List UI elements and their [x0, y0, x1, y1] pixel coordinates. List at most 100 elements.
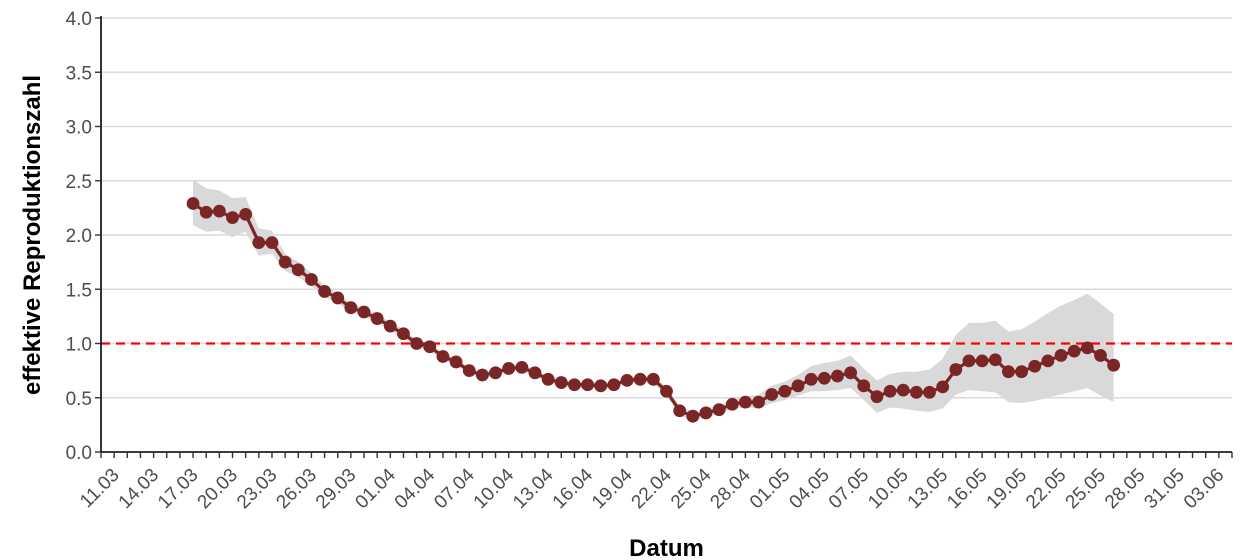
data-point	[883, 384, 897, 398]
y-axis-title: effektive Reproduktionszahl	[19, 75, 46, 395]
data-point	[620, 373, 634, 387]
data-point	[712, 403, 726, 417]
x-tick-label: 01.05	[746, 465, 794, 513]
y-tick-label: 2.0	[66, 226, 92, 247]
data-point	[896, 383, 910, 397]
data-point	[909, 385, 923, 399]
data-point	[528, 366, 542, 380]
data-point	[212, 204, 226, 218]
x-tick-label: 22.04	[628, 464, 677, 513]
x-tick-label: 03.06	[1180, 465, 1228, 513]
confidence-band	[193, 179, 1114, 421]
data-point	[660, 384, 673, 398]
data-point	[357, 305, 371, 319]
x-tick-label: 31.05	[1140, 465, 1188, 513]
y-tick-label: 1.5	[66, 280, 92, 301]
data-point	[831, 369, 844, 383]
x-tick-label: 25.05	[1062, 465, 1110, 513]
x-tick-label: 25.04	[667, 464, 716, 513]
y-tick-label: 2.5	[66, 172, 92, 193]
data-point	[791, 379, 805, 393]
x-tick-label: 28.04	[706, 464, 755, 513]
data-point	[265, 236, 279, 249]
data-point	[502, 362, 516, 375]
data-point	[410, 337, 424, 350]
data-point	[554, 376, 568, 389]
data-point	[489, 366, 502, 380]
data-point	[962, 354, 976, 368]
data-point	[923, 385, 936, 399]
x-tick-label: 04.04	[391, 464, 440, 513]
data-point	[844, 366, 858, 380]
data-point	[226, 211, 239, 225]
x-tick-label: 10.05	[864, 465, 912, 513]
data-point	[462, 364, 476, 378]
x-tick-label: 07.05	[825, 465, 873, 513]
y-tick-label: 3.0	[66, 118, 92, 139]
data-point	[1028, 359, 1042, 373]
data-point	[370, 312, 384, 325]
data-point	[1107, 358, 1121, 372]
data-point	[936, 380, 950, 394]
data-point	[594, 379, 608, 393]
data-points	[186, 197, 1121, 423]
data-point	[1041, 354, 1055, 368]
data-point	[1054, 349, 1068, 362]
data-point	[686, 409, 700, 423]
data-point	[1080, 341, 1094, 355]
x-tick-label: 26.03	[272, 465, 320, 513]
y-tick-label: 3.5	[66, 63, 92, 84]
data-point	[305, 273, 318, 286]
y-tick-label: 0.5	[66, 389, 92, 410]
data-point	[765, 388, 779, 401]
data-point	[581, 378, 594, 392]
data-point	[199, 205, 213, 219]
data-point	[397, 327, 410, 341]
data-point	[607, 378, 621, 392]
x-tick-label: 19.04	[588, 464, 637, 513]
x-tick-label: 13.04	[509, 464, 558, 513]
data-point	[186, 197, 200, 210]
data-point	[646, 372, 660, 386]
data-point	[857, 379, 871, 393]
data-point	[344, 301, 358, 315]
data-point	[1067, 344, 1081, 358]
data-point	[541, 372, 555, 386]
x-tick-label: 19.05	[983, 465, 1031, 513]
data-point	[331, 291, 345, 305]
x-ticks: 11.0314.0317.0320.0323.0326.0329.0301.04…	[76, 452, 1233, 513]
data-point	[633, 372, 647, 386]
data-point	[673, 404, 687, 418]
x-tick-label: 16.05	[943, 465, 991, 513]
data-point	[318, 285, 331, 298]
data-point	[739, 395, 752, 409]
data-point	[804, 372, 818, 386]
x-tick-label: 13.05	[904, 465, 952, 513]
data-point	[725, 397, 739, 411]
data-point	[475, 368, 489, 382]
data-point	[568, 378, 581, 392]
y-tick-label: 1.0	[66, 335, 92, 356]
data-point	[291, 263, 305, 277]
x-tick-label: 17.03	[154, 465, 202, 513]
data-point	[699, 406, 713, 420]
data-point	[1015, 365, 1028, 379]
data-point	[278, 255, 292, 269]
x-tick-label: 22.05	[1022, 465, 1070, 513]
data-point	[1002, 365, 1015, 379]
x-tick-label: 28.05	[1101, 465, 1149, 513]
data-point	[1094, 349, 1107, 362]
y-tick-label: 0.0	[66, 443, 92, 464]
data-point	[949, 363, 963, 376]
data-point	[449, 355, 463, 369]
x-tick-label: 01.04	[351, 464, 400, 513]
y-ticks: 0.0 0.5 1.0 1.5 2.0 2.5 3.0 3.5 4.0	[66, 9, 101, 464]
data-point	[752, 395, 765, 409]
x-tick-label: 07.04	[430, 464, 479, 513]
data-point	[515, 360, 529, 374]
data-point	[239, 207, 253, 221]
data-point	[870, 390, 884, 404]
data-point	[975, 354, 989, 368]
x-tick-label: 11.03	[76, 465, 123, 512]
data-point	[252, 236, 266, 249]
